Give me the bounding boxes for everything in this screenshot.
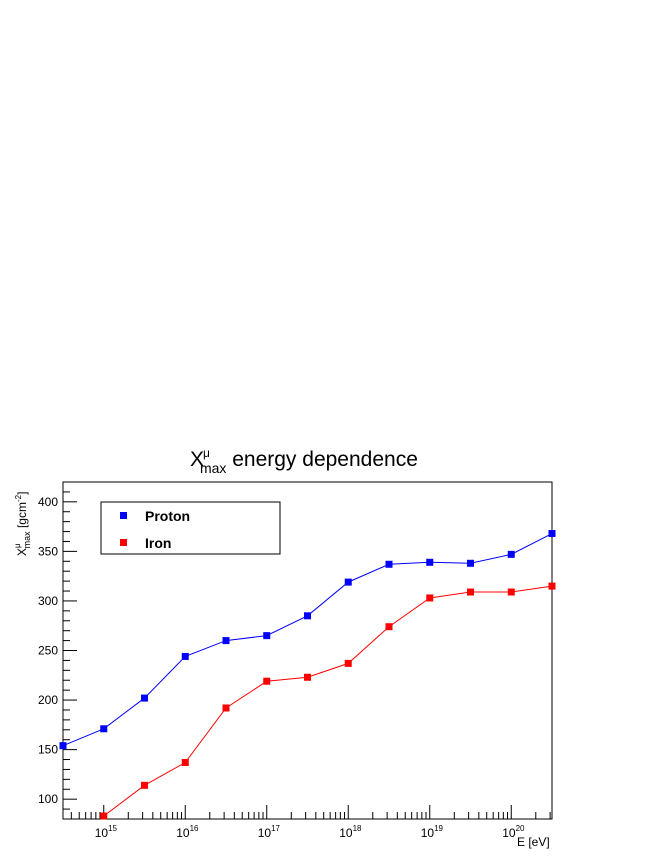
y-tick-label: 350	[38, 544, 58, 558]
data-point-proton	[141, 694, 148, 702]
data-point-iron	[507, 588, 515, 596]
data-point-proton	[548, 530, 556, 538]
y-tick-label: 200	[38, 693, 58, 707]
data-point-iron	[426, 594, 434, 602]
series-line-iron	[103, 585, 553, 817]
data-point-proton	[385, 560, 393, 568]
legend-box	[100, 501, 281, 555]
data-point-iron	[304, 673, 311, 681]
data-series	[59, 530, 556, 820]
data-point-proton	[181, 652, 189, 660]
x-tick-label: 1018	[339, 824, 362, 840]
y-tick-label: 100	[38, 792, 58, 806]
x-tick-label: 1020	[502, 824, 525, 840]
data-point-proton	[344, 578, 352, 586]
legend-marker-proton	[120, 512, 127, 519]
data-point-iron	[548, 582, 556, 590]
data-point-proton	[426, 558, 434, 566]
y-tick-label: 150	[38, 743, 58, 757]
data-point-proton	[507, 550, 515, 558]
x-tick-label: 1016	[176, 824, 199, 840]
y-tick-label: 300	[38, 594, 58, 608]
y-tick-label: 400	[38, 495, 58, 509]
legend-label-proton: Proton	[145, 508, 190, 524]
data-point-proton	[467, 559, 474, 567]
data-point-proton	[100, 725, 108, 733]
data-point-iron	[181, 759, 189, 767]
data-point-iron	[100, 812, 108, 820]
data-point-proton	[304, 612, 311, 620]
axes: 100 150 200 250 300 350 400 1015 1016 1017 1018 101…	[38, 481, 553, 840]
x-axis-label: E [eV]	[517, 835, 550, 849]
data-point-proton	[263, 632, 271, 640]
legend-label-iron: Iron	[145, 535, 171, 551]
data-point-iron	[141, 781, 148, 789]
data-point-iron	[385, 623, 393, 631]
data-point-proton	[222, 637, 230, 645]
data-point-iron	[467, 588, 474, 596]
legend: Proton Iron	[100, 501, 281, 555]
y-tick-label: 250	[38, 644, 58, 658]
x-tick-label: 1015	[95, 824, 118, 840]
data-point-iron	[263, 677, 271, 685]
chart-title: Xμ max energy dependence	[190, 446, 418, 476]
legend-marker-iron	[120, 539, 127, 546]
x-tick-label: 1019	[421, 824, 444, 840]
y-axis-label: Xμmax [gcm-2]	[13, 492, 32, 556]
data-point-iron	[222, 704, 230, 712]
series-line-proton	[62, 533, 553, 747]
data-point-iron	[344, 659, 352, 667]
data-point-proton	[59, 742, 67, 750]
x-tick-label: 1017	[258, 824, 281, 840]
